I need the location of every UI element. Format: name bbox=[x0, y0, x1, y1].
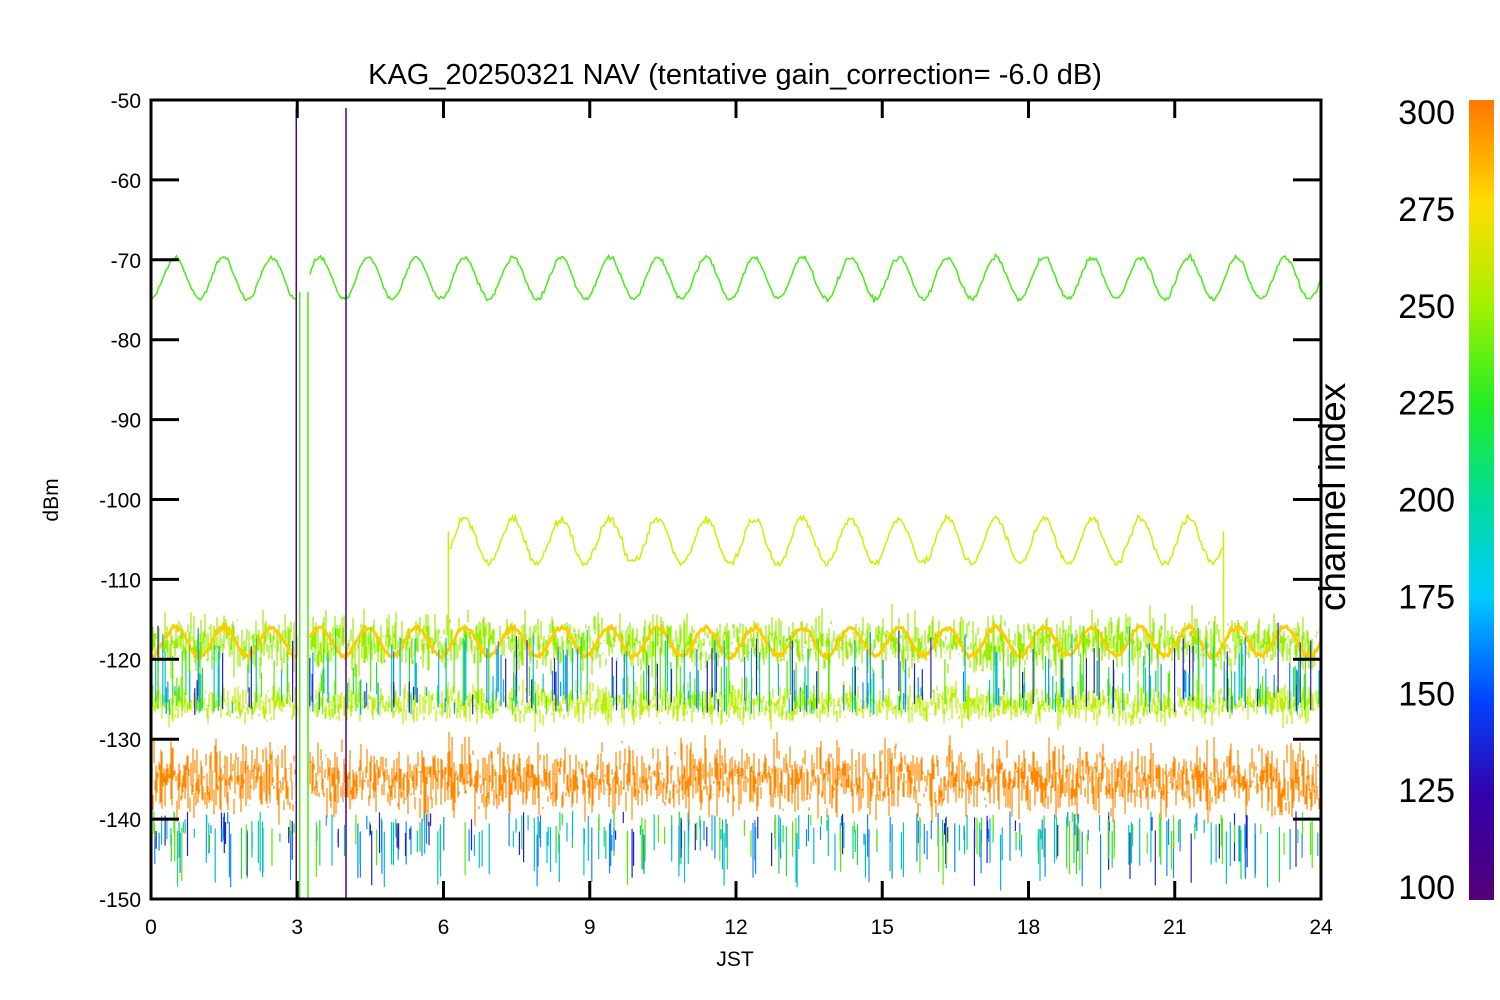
y-tick-label: -140 bbox=[99, 809, 141, 832]
x-axis: 0 3 6 9 12 15 18 21 24 bbox=[145, 100, 1333, 939]
colorbar-tick-label: 225 bbox=[1398, 385, 1455, 423]
y-tick-label: -110 bbox=[101, 569, 141, 592]
y-tick-label: -150 bbox=[99, 889, 141, 912]
colorbar-tick-label: 100 bbox=[1398, 869, 1455, 907]
spike-group-0 bbox=[170, 628, 1305, 887]
y-axis-label: dBm bbox=[40, 478, 63, 521]
y-tick-label: -100 bbox=[99, 490, 141, 513]
x-tick-label: 3 bbox=[291, 916, 303, 939]
x-tick-label: 6 bbox=[438, 916, 450, 939]
x-tick-label: 0 bbox=[145, 916, 157, 939]
spike-group-1 bbox=[161, 627, 1319, 888]
x-tick-label: 18 bbox=[1017, 916, 1040, 939]
y-tick-label: -120 bbox=[99, 649, 141, 672]
y-tick-label: -60 bbox=[111, 170, 141, 193]
noise-band-2 bbox=[151, 731, 1321, 826]
colorbar-ticks: 100 125 150 175 200 225 250 275 300 bbox=[1398, 94, 1455, 907]
colorbar-tick-label: 250 bbox=[1398, 288, 1455, 326]
x-axis-label: JST bbox=[716, 948, 754, 971]
colorbar-tick-label: 200 bbox=[1398, 482, 1455, 520]
y-tick-label: -70 bbox=[111, 250, 141, 273]
colorbar-tick-label: 175 bbox=[1398, 578, 1455, 616]
y-axis: -50 -60 -70 -80 -90 -100 -110 -120 -130 -140 -150 bbox=[99, 90, 1321, 912]
x-tick-label: 9 bbox=[584, 916, 596, 939]
colorbar-tick-label: 275 bbox=[1398, 191, 1455, 229]
series-layer bbox=[151, 252, 1321, 662]
x-tick-label: 12 bbox=[724, 916, 747, 939]
series-line-230 bbox=[151, 252, 1321, 303]
colorbar-tick-label: 300 bbox=[1398, 94, 1455, 132]
y-tick-label: -50 bbox=[111, 90, 141, 113]
x-tick-label: 24 bbox=[1309, 916, 1333, 939]
chart-title: KAG_20250321 NAV (tentative gain_correct… bbox=[368, 59, 1102, 91]
colorbar bbox=[1469, 100, 1494, 900]
y-tick-label: -90 bbox=[111, 410, 141, 433]
plot-area bbox=[151, 107, 1321, 899]
colorbar-tick-label: 125 bbox=[1398, 772, 1455, 810]
y-tick-label: -80 bbox=[111, 330, 141, 353]
y-tick-label: -130 bbox=[99, 729, 141, 752]
noise-band-layer bbox=[151, 603, 1321, 826]
x-tick-label: 21 bbox=[1163, 916, 1186, 939]
colorbar-title: channel index bbox=[1312, 382, 1353, 611]
spike-layer bbox=[151, 107, 1320, 899]
spike-group-4 bbox=[153, 621, 1313, 885]
series-line-260 bbox=[449, 513, 1225, 568]
x-tick-label: 15 bbox=[871, 916, 894, 939]
spike-group-5 bbox=[151, 626, 1320, 891]
series-line-285 bbox=[151, 621, 1321, 662]
spike-group-3 bbox=[155, 622, 1312, 886]
colorbar-tick-label: 150 bbox=[1398, 675, 1455, 713]
